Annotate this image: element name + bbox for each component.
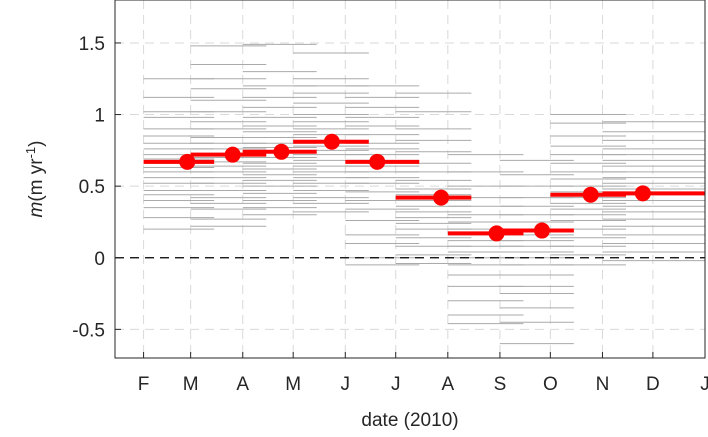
mean-point (323, 133, 340, 150)
mean-point (179, 153, 196, 170)
mean-point (582, 186, 599, 203)
x-tick-label: J (391, 374, 401, 395)
y-tick-label: 1.5 (79, 34, 105, 55)
x-tick-label: J (341, 374, 351, 395)
y-axis-ticks: -0.5 0 0.5 1 1.5 (72, 34, 121, 341)
mean-point (488, 225, 505, 242)
y-tick-label: 0 (94, 249, 105, 270)
x-tick-label: F (138, 374, 150, 395)
x-tick-label: S (494, 374, 507, 395)
x-tick-label: M (183, 374, 199, 395)
y-tick-label: 1 (94, 106, 105, 127)
x-tick-label: N (596, 374, 610, 395)
mean-point (433, 189, 450, 206)
x-tick-label: M (285, 374, 301, 395)
x-tick-label: J (700, 374, 708, 395)
plot-frame (114, 0, 706, 359)
x-axis-label: date (2010) (361, 410, 458, 431)
mean-point (634, 185, 651, 202)
x-tick-label: O (543, 374, 558, 395)
mean-point (273, 143, 290, 160)
y-tick-label: 0.5 (79, 177, 105, 198)
mean-points (179, 133, 651, 242)
y-axis-label: m(m yr-1) (23, 141, 47, 218)
y-axis-label-variable: m (26, 202, 47, 218)
y-axis-label-close: ) (26, 141, 47, 147)
mean-point (533, 222, 550, 239)
mean-point (224, 146, 241, 163)
x-tick-label: A (236, 374, 249, 395)
y-tick-label: -0.5 (72, 320, 105, 341)
y-axis-label-units: (m yr (26, 158, 47, 202)
x-tick-label: A (441, 374, 454, 395)
x-tick-label: D (646, 374, 660, 395)
mean-point (369, 153, 386, 170)
y-axis-label-exponent: -1 (23, 147, 38, 159)
